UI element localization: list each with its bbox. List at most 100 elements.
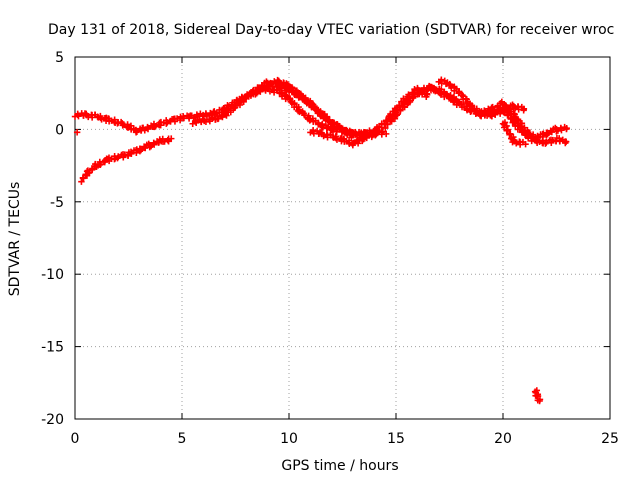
data-point-plus <box>382 130 390 138</box>
data-point-plus <box>318 129 325 137</box>
data-point-plus <box>507 115 514 123</box>
y-tick-label: -20 <box>41 412 64 428</box>
data-point-plus <box>409 94 417 102</box>
data-point-plus <box>97 112 104 120</box>
chart-title: Day 131 of 2018, Sidereal Day-to-day VTE… <box>48 22 614 38</box>
data-point-plus <box>522 141 529 148</box>
x-tick-label: 10 <box>280 431 298 447</box>
data-point-plus <box>511 136 518 144</box>
y-axis-label: SDTVAR / TECUs <box>7 182 23 297</box>
data-point-plus <box>498 98 506 106</box>
data-point-plus <box>124 152 132 159</box>
data-point-plus <box>98 116 105 123</box>
data-point-plus <box>510 118 517 126</box>
x-tick-label: 15 <box>387 431 405 447</box>
data-point-plus <box>558 126 565 134</box>
data-point-plus <box>563 125 570 133</box>
x-tick-label: 20 <box>494 431 512 447</box>
data-point-plus <box>488 112 496 120</box>
data-point-plus <box>288 84 296 91</box>
grid <box>75 57 610 419</box>
data-point-plus <box>382 124 389 132</box>
data-point-plus <box>491 106 498 113</box>
data-point-plus <box>481 108 489 116</box>
y-tick-label: -10 <box>41 267 64 283</box>
data-point-plus <box>394 110 401 118</box>
y-axis-ticks: 5 0 -5 -10 -15 -20 <box>41 50 610 428</box>
data-point-plus <box>338 124 345 132</box>
data-point-plus <box>504 112 511 119</box>
data-point-plus <box>372 132 379 139</box>
x-tick-label: 0 <box>71 431 80 447</box>
y-tick-label: -15 <box>41 340 64 356</box>
data-point-plus <box>485 111 492 118</box>
y-tick-label: 5 <box>55 50 64 66</box>
data-point-plus <box>73 129 81 136</box>
data-point-plus <box>266 88 274 95</box>
series-arc13 <box>73 129 81 136</box>
data-point-plus <box>509 101 516 108</box>
series-arc2 <box>78 135 175 185</box>
data-point-plus <box>533 392 540 400</box>
data-point-plus <box>543 138 550 146</box>
data-point-plus <box>133 128 141 136</box>
data-point-plus <box>536 397 543 405</box>
data-point-plus <box>396 107 404 114</box>
series-arc12 <box>531 387 544 405</box>
data-point-plus <box>325 117 332 125</box>
data-point-plus <box>250 86 257 94</box>
data-point-plus <box>144 125 152 133</box>
x-axis-label: GPS time / hours <box>281 458 398 474</box>
series-arc5 <box>307 126 379 149</box>
data-point-plus <box>254 84 261 91</box>
data-point-plus <box>494 103 501 111</box>
data-point-plus <box>333 136 341 143</box>
data-point-plus <box>507 130 514 138</box>
data-point-plus <box>505 111 512 118</box>
series-arc11 <box>499 119 529 148</box>
data-point-plus <box>360 136 367 143</box>
data-point-plus <box>115 153 122 160</box>
x-axis-ticks: 0 5 10 15 20 25 <box>71 57 619 447</box>
data-point-plus <box>79 175 87 182</box>
data-point-plus <box>101 158 108 166</box>
series-arc4 <box>264 76 431 139</box>
axes <box>74 56 611 420</box>
x-tick-label: 5 <box>178 431 187 447</box>
data-point-plus <box>384 121 391 128</box>
data-point-plus <box>137 146 145 154</box>
data-point-plus <box>219 113 226 121</box>
x-tick-label: 25 <box>601 431 619 447</box>
data-point-plus <box>455 88 463 95</box>
data-point-plus <box>520 107 527 114</box>
data-point-plus <box>255 85 262 93</box>
data-point-plus <box>544 130 551 138</box>
data-point-plus <box>78 178 85 185</box>
data-point-plus <box>506 131 513 138</box>
data-point-plus <box>168 135 175 142</box>
y-tick-label: -5 <box>50 195 64 211</box>
data-point-plus <box>387 116 395 124</box>
data-point-plus <box>519 127 526 135</box>
data-point-plus <box>267 81 275 88</box>
data-point-plus <box>395 102 403 109</box>
plot-frame <box>74 56 611 420</box>
data-point-plus <box>332 133 339 140</box>
y-tick-label: 0 <box>55 122 64 138</box>
data-point-plus <box>150 141 158 148</box>
data-point-plus <box>449 95 456 102</box>
data-point-plus <box>504 126 511 134</box>
data-point-plus <box>275 77 282 85</box>
data-point-plus <box>379 128 387 135</box>
data-point-plus <box>524 131 531 138</box>
data-point-plus <box>192 119 200 127</box>
data-point-plus <box>203 112 211 120</box>
data-point-plus <box>446 80 453 88</box>
data-point-plus <box>423 91 431 98</box>
data-point-plus <box>562 138 570 145</box>
data-point-plus <box>88 166 96 174</box>
series-arc10 <box>499 104 570 147</box>
data-point-plus <box>435 87 443 95</box>
data-point-plus <box>263 78 270 85</box>
